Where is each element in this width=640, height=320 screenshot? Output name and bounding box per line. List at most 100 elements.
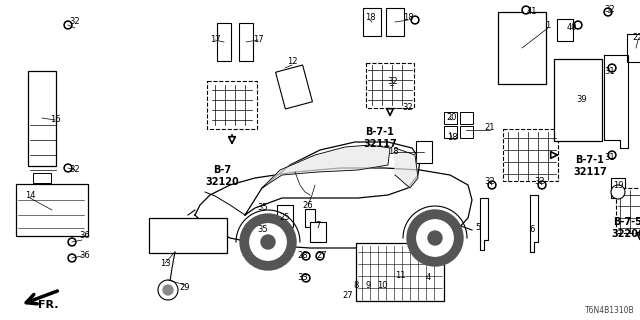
Circle shape xyxy=(70,240,74,244)
Circle shape xyxy=(303,276,308,280)
Circle shape xyxy=(428,231,442,245)
Circle shape xyxy=(609,153,614,157)
Circle shape xyxy=(522,6,530,14)
Text: 16: 16 xyxy=(50,116,60,124)
Text: B-7-1: B-7-1 xyxy=(575,155,604,165)
Text: 5: 5 xyxy=(476,223,481,233)
Text: 32200: 32200 xyxy=(611,229,640,239)
Bar xyxy=(33,173,51,183)
Text: 6: 6 xyxy=(529,226,534,235)
Text: 26: 26 xyxy=(303,202,314,211)
Circle shape xyxy=(490,183,494,188)
Circle shape xyxy=(240,214,296,270)
Circle shape xyxy=(575,23,580,28)
Text: B-7-1: B-7-1 xyxy=(365,127,394,137)
Text: 32: 32 xyxy=(484,178,495,187)
Text: 25: 25 xyxy=(280,213,291,222)
Bar xyxy=(502,129,557,181)
Text: 32: 32 xyxy=(605,5,615,14)
Circle shape xyxy=(163,285,173,295)
Text: 9: 9 xyxy=(365,281,371,290)
Text: 32117: 32117 xyxy=(363,139,397,149)
Bar xyxy=(28,70,56,165)
Circle shape xyxy=(317,253,323,259)
Bar xyxy=(557,19,573,41)
Text: 11: 11 xyxy=(395,270,405,279)
Text: 28: 28 xyxy=(298,251,308,260)
Text: 40: 40 xyxy=(567,23,577,33)
Text: 8: 8 xyxy=(353,281,358,290)
Text: 32117: 32117 xyxy=(573,167,607,177)
Text: 32: 32 xyxy=(70,18,80,27)
Text: 32120: 32120 xyxy=(205,177,239,187)
Bar xyxy=(460,126,472,138)
Bar xyxy=(444,112,456,124)
Text: 41: 41 xyxy=(527,7,537,17)
Text: 39: 39 xyxy=(577,95,588,105)
Bar xyxy=(416,141,432,163)
Circle shape xyxy=(608,151,616,159)
Bar xyxy=(498,12,546,84)
Bar xyxy=(239,23,253,61)
Text: 1: 1 xyxy=(545,20,550,29)
Circle shape xyxy=(604,8,612,16)
Circle shape xyxy=(65,166,70,170)
Bar xyxy=(444,126,456,138)
Circle shape xyxy=(608,64,616,72)
Text: 32: 32 xyxy=(388,77,398,86)
Text: 19: 19 xyxy=(612,180,623,189)
Circle shape xyxy=(303,253,308,259)
Bar xyxy=(554,59,602,141)
Bar xyxy=(16,184,88,236)
Text: 33: 33 xyxy=(298,274,308,283)
Text: 4: 4 xyxy=(426,274,431,283)
Polygon shape xyxy=(395,148,418,188)
Bar xyxy=(310,222,326,242)
Circle shape xyxy=(64,164,72,172)
Circle shape xyxy=(302,252,310,260)
Text: B-7: B-7 xyxy=(213,165,231,175)
Circle shape xyxy=(250,224,286,260)
Circle shape xyxy=(540,183,545,188)
Bar xyxy=(276,65,312,109)
Text: 13: 13 xyxy=(160,259,170,268)
Text: 18: 18 xyxy=(365,13,375,22)
Text: 20: 20 xyxy=(447,114,457,123)
Text: 17: 17 xyxy=(253,36,263,44)
Text: 35: 35 xyxy=(258,226,268,235)
Circle shape xyxy=(574,21,582,29)
Bar xyxy=(616,188,640,233)
Circle shape xyxy=(70,256,74,260)
Circle shape xyxy=(413,18,417,22)
Text: 7: 7 xyxy=(316,221,321,230)
Bar xyxy=(356,243,444,301)
Polygon shape xyxy=(195,168,472,248)
Circle shape xyxy=(611,185,625,199)
Text: 32: 32 xyxy=(403,103,413,113)
Circle shape xyxy=(407,210,463,266)
Polygon shape xyxy=(262,145,390,188)
Circle shape xyxy=(609,66,614,70)
Circle shape xyxy=(302,274,310,282)
Text: 27: 27 xyxy=(317,251,327,260)
Text: 21: 21 xyxy=(484,124,495,132)
Text: 17: 17 xyxy=(210,36,220,44)
Bar xyxy=(460,112,472,124)
Bar xyxy=(366,62,414,108)
Polygon shape xyxy=(530,195,538,252)
Circle shape xyxy=(417,220,453,256)
Bar xyxy=(611,178,625,198)
Circle shape xyxy=(538,181,546,189)
Text: 12: 12 xyxy=(287,58,297,67)
Circle shape xyxy=(158,280,178,300)
Bar xyxy=(386,8,404,36)
Circle shape xyxy=(488,181,496,189)
Text: 31: 31 xyxy=(605,68,615,76)
Circle shape xyxy=(261,235,275,249)
Text: 27: 27 xyxy=(342,291,353,300)
Text: 10: 10 xyxy=(377,281,387,290)
Bar xyxy=(217,23,231,61)
Circle shape xyxy=(605,10,611,14)
Bar xyxy=(363,8,381,36)
Circle shape xyxy=(411,16,419,24)
